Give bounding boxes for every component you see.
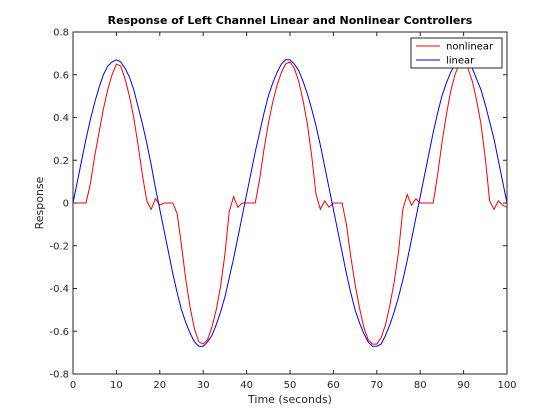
y-tick-label: 0.8	[53, 28, 69, 39]
x-tick-label: 60	[327, 380, 340, 391]
y-tick-label: -0.2	[49, 241, 69, 252]
x-axis-title: Time (seconds)	[247, 393, 332, 406]
plot-area	[73, 32, 507, 374]
series-layer	[72, 59, 508, 347]
x-tick-label: 50	[284, 380, 297, 391]
x-tick-label: 80	[414, 380, 427, 391]
series-line-linear	[72, 59, 508, 347]
x-tick-label: 70	[370, 380, 383, 391]
x-axis: 0 10 20 30 40 50 60 70 80 90 100	[70, 32, 517, 391]
y-axis: -0.8 -0.6 -0.4 -0.2 0 0.2 0.4 0.6 0.8	[49, 28, 507, 381]
y-tick-label: 0.4	[53, 113, 69, 124]
x-tick-label: 100	[497, 380, 516, 391]
y-tick-label: -0.6	[49, 327, 69, 338]
legend-label-nonlinear: nonlinear	[446, 42, 494, 53]
x-tick-label: 10	[110, 380, 123, 391]
legend: nonlinear linear	[410, 37, 503, 69]
x-tick-label: 90	[457, 380, 470, 391]
y-tick-label: 0	[63, 199, 69, 210]
y-tick-label: 0.2	[53, 156, 69, 167]
y-tick-label: -0.8	[49, 370, 69, 381]
y-axis-title: Response	[33, 176, 46, 229]
series-line-nonlinear	[73, 61, 508, 345]
x-tick-label: 0	[70, 380, 76, 391]
legend-label-linear: linear	[446, 56, 475, 67]
x-tick-label: 20	[153, 380, 166, 391]
y-tick-label: 0.6	[53, 70, 69, 81]
x-tick-label: 30	[197, 380, 210, 391]
y-tick-label: -0.4	[49, 284, 69, 295]
x-tick-label: 40	[240, 380, 253, 391]
chart-title: Response of Left Channel Linear and Nonl…	[108, 14, 473, 27]
legend-box	[410, 37, 503, 69]
